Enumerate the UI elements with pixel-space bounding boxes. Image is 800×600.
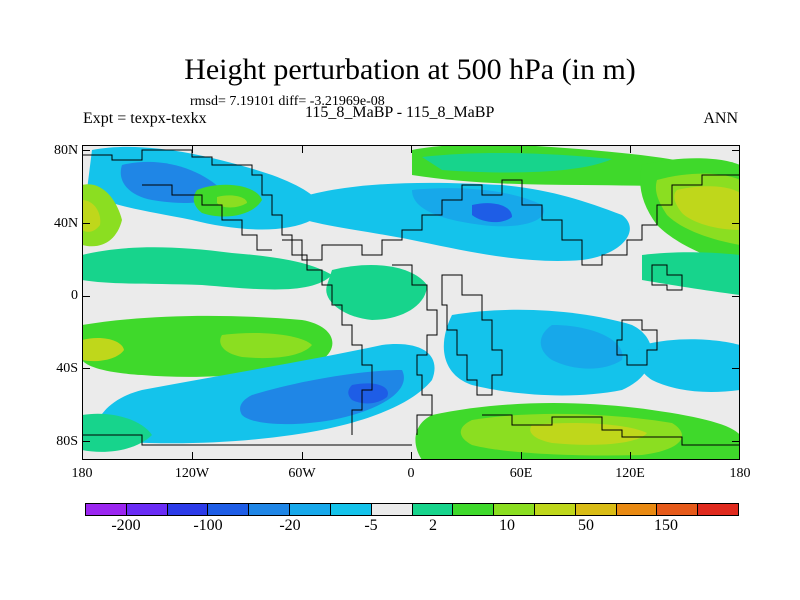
lon-tick-label: 120E — [615, 466, 645, 481]
contour-green-tropics-east — [642, 252, 740, 295]
contour-green-atlantic — [326, 265, 427, 320]
lon-tick-mark — [192, 145, 193, 153]
colorbar-swatch — [575, 504, 617, 515]
lon-tick-mark — [411, 452, 412, 460]
colorbar-swatch — [494, 504, 535, 515]
colorbar-swatch — [290, 504, 331, 515]
lat-tick-mark — [732, 368, 740, 369]
colorbar-swatch — [412, 504, 454, 515]
colorbar-swatch — [453, 504, 495, 515]
lon-tick-mark — [411, 145, 412, 153]
colorbar-label: -100 — [193, 517, 223, 534]
colorbar-swatch — [657, 504, 699, 515]
lon-tick-label: 60W — [288, 466, 316, 481]
contour-lime-spacific — [220, 333, 312, 359]
lon-tick-label: 120W — [174, 466, 210, 481]
colorbar-swatch — [616, 504, 658, 515]
lat-tick-mark — [82, 368, 90, 369]
colorbar — [85, 503, 739, 516]
lat-tick-mark — [82, 223, 90, 224]
colorbar-swatch — [126, 504, 168, 515]
lon-tick-label: 180 — [71, 466, 93, 481]
lat-tick-label: 0 — [71, 288, 78, 303]
colorbar-swatch — [249, 504, 291, 515]
colorbar-swatch — [208, 504, 250, 515]
contour-blue-asia-core — [472, 203, 512, 223]
stats-text: rmsd= 7.19101 diff= -3.21969e-08 — [190, 94, 385, 109]
lat-tick-mark — [732, 296, 740, 297]
contour-green-tropics-west — [82, 247, 332, 290]
colorbar-label: 10 — [499, 517, 515, 534]
contour-green-arctic-2 — [422, 152, 612, 173]
colorbar-swatch — [86, 504, 127, 515]
lon-tick-mark — [302, 452, 303, 460]
colorbar-label: -20 — [279, 517, 301, 534]
lat-tick-label: 40N — [54, 216, 79, 231]
contour-yellow-spacific — [82, 338, 124, 362]
colorbar-swatch — [371, 504, 413, 515]
lat-tick-mark — [82, 150, 90, 151]
lat-tick-label: 40S — [56, 361, 78, 376]
lat-tick-label: 80N — [54, 143, 79, 158]
lat-tick-mark — [82, 296, 90, 297]
lon-tick-mark — [630, 452, 631, 460]
lon-tick-mark — [521, 452, 522, 460]
case-subtitle: 115_8_MaBP - 115_8_MaBP — [305, 104, 495, 121]
map-plot-area — [82, 145, 740, 460]
colorbar-swatch — [698, 504, 738, 515]
contour-green-south-west — [82, 413, 152, 452]
lat-tick-label: 80S — [56, 434, 78, 449]
lon-tick-mark — [630, 145, 631, 153]
lat-tick-mark — [82, 441, 90, 442]
lon-tick-label: 180 — [729, 466, 751, 481]
lon-tick-mark — [521, 145, 522, 153]
lon-tick-label: 0 — [407, 466, 415, 481]
lon-tick-mark — [192, 452, 193, 460]
colorbar-label: 2 — [429, 517, 437, 534]
contour-blue-satlantic-core — [348, 383, 388, 404]
lon-tick-mark — [302, 145, 303, 153]
contour-blue-asia — [292, 182, 630, 261]
plot-title: Height perturbation at 500 hPa (in m) — [184, 53, 636, 86]
contour-yellow-npacific — [674, 186, 740, 230]
coastline-outlines — [82, 149, 740, 446]
colorbar-label: 150 — [654, 517, 678, 534]
contour-yellow-south-band — [530, 422, 647, 445]
colorbar-swatch — [167, 504, 209, 515]
lat-tick-mark — [732, 441, 740, 442]
colorbar-label: 50 — [578, 517, 594, 534]
colorbar-swatch — [330, 504, 372, 515]
colorbar-swatch — [534, 504, 576, 515]
lat-tick-mark — [732, 150, 740, 151]
lat-tick-mark — [732, 223, 740, 224]
contour-lime-namerica — [217, 195, 247, 208]
contour-blue-indian-mid — [540, 325, 623, 369]
lon-tick-label: 60E — [509, 466, 533, 481]
colorbar-label: -5 — [364, 517, 378, 534]
colorbar-label: -200 — [111, 517, 141, 534]
contour-field — [82, 145, 740, 460]
contour-green-spacific — [82, 315, 333, 377]
season-label: ANN — [703, 110, 738, 127]
contour-blue-epacific — [636, 339, 740, 392]
experiment-label: Expt = texpx-texkx — [83, 110, 207, 127]
